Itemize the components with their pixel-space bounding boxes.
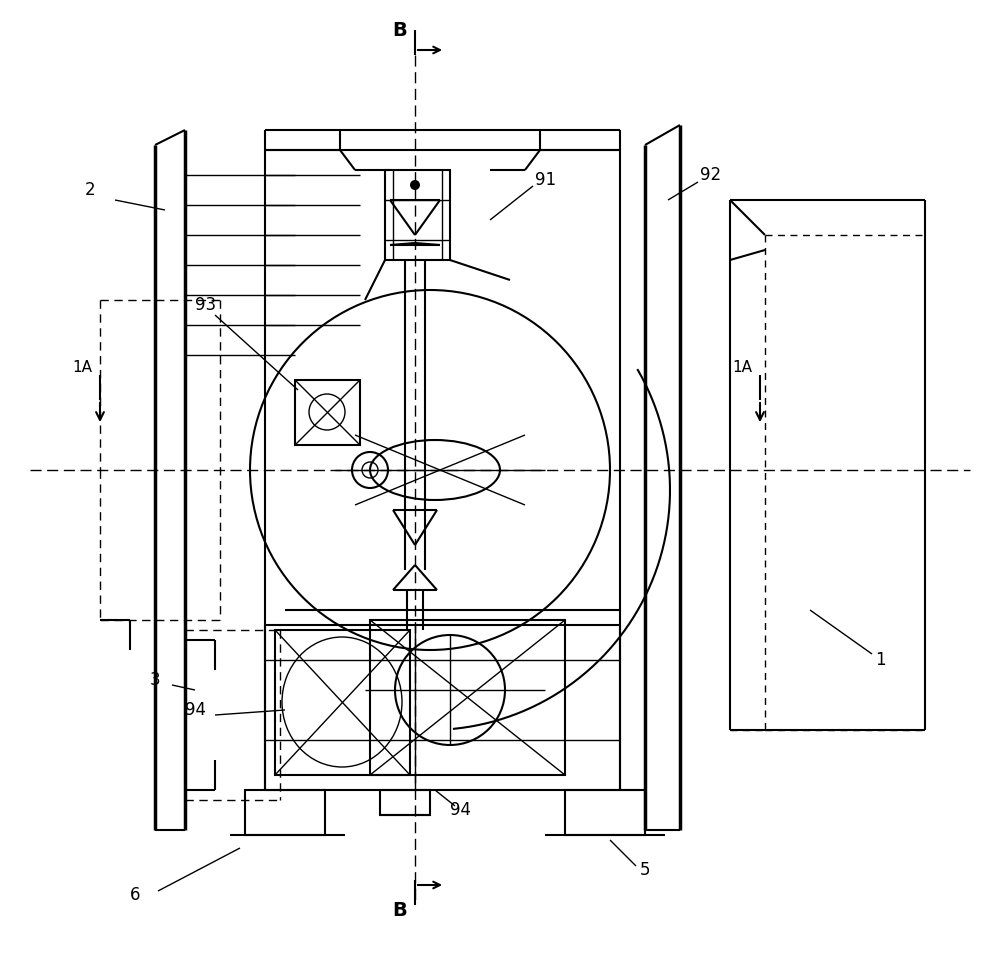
- Bar: [275, 630, 410, 775]
- Text: 2: 2: [85, 181, 96, 199]
- Text: 6: 6: [130, 886, 140, 904]
- Bar: [295, 380, 360, 445]
- Text: B: B: [393, 20, 407, 39]
- Text: 5: 5: [640, 861, 650, 879]
- Text: 93: 93: [195, 296, 216, 314]
- Bar: [565, 790, 645, 835]
- Bar: [380, 790, 430, 815]
- Text: 92: 92: [700, 166, 721, 184]
- Text: 1A: 1A: [732, 361, 752, 375]
- Text: 94: 94: [185, 701, 206, 719]
- Bar: [245, 790, 325, 835]
- Bar: [385, 170, 450, 260]
- Text: 94: 94: [450, 801, 471, 819]
- Text: 1: 1: [875, 651, 886, 669]
- Text: 3: 3: [150, 671, 161, 689]
- Text: B: B: [393, 901, 407, 920]
- Bar: [370, 620, 565, 775]
- Text: 91: 91: [535, 171, 556, 189]
- Text: 1A: 1A: [72, 361, 92, 375]
- Circle shape: [410, 180, 420, 190]
